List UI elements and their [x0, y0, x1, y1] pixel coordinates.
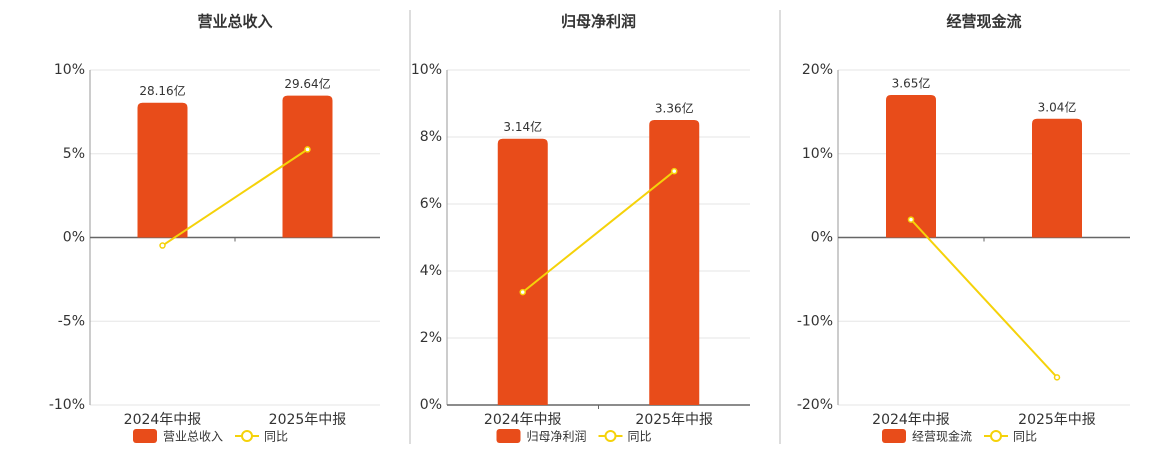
- y-tick-label: 4%: [420, 263, 442, 279]
- chart-title: 营业总收入: [197, 13, 272, 31]
- legend-label: 归母净利润: [527, 430, 587, 444]
- legend-label: 同比: [264, 430, 288, 444]
- y-tick-label: 10%: [411, 62, 442, 78]
- legend-label: 同比: [1013, 430, 1037, 444]
- line-point: [304, 146, 311, 153]
- x-tick-label: 2025年中报: [269, 412, 347, 428]
- bar: [1032, 118, 1082, 238]
- x-tick-label: 2025年中报: [635, 412, 713, 428]
- y-tick-label: 8%: [420, 129, 442, 145]
- legend-swatch: [133, 429, 157, 443]
- chart-title: 经营现金流: [946, 13, 1021, 31]
- y-tick-label: 10%: [54, 62, 85, 78]
- y-tick-label: -20%: [797, 397, 833, 413]
- bar: [497, 138, 548, 405]
- legend-swatch: [990, 430, 1002, 442]
- y-tick-label: -10%: [797, 313, 833, 329]
- y-tick-label: -10%: [49, 397, 85, 413]
- bar: [137, 102, 188, 238]
- line-point: [1053, 374, 1061, 381]
- line: [161, 148, 309, 247]
- bar: [649, 120, 700, 406]
- chart-title: 归母净利润: [561, 13, 636, 31]
- y-tick-label: 0%: [63, 230, 85, 246]
- x-tick-label: 2024年中报: [124, 412, 202, 428]
- legend-swatch: [882, 429, 906, 443]
- x-tick-label: 2024年中报: [484, 412, 562, 428]
- legend-label: 经营现金流: [912, 429, 972, 444]
- legend-swatch: [604, 430, 617, 442]
- value-label: 3.14亿: [503, 119, 542, 134]
- value-label: 3.36亿: [655, 101, 694, 116]
- line-point: [671, 167, 678, 175]
- y-tick-label: 6%: [420, 196, 442, 212]
- y-tick-label: 0%: [420, 397, 442, 413]
- legend-swatch: [496, 429, 521, 443]
- x-tick-label: 2024年中报: [872, 412, 950, 428]
- y-tick-label: 0%: [811, 230, 833, 246]
- value-label: 3.04亿: [1038, 99, 1077, 114]
- value-label: 28.16亿: [139, 83, 185, 98]
- line-point: [907, 216, 915, 223]
- line-point: [159, 242, 166, 249]
- x-tick-label: 2025年中报: [1018, 412, 1096, 428]
- bar: [886, 94, 936, 238]
- y-tick-label: 20%: [802, 62, 833, 78]
- value-label: 3.65亿: [892, 75, 931, 90]
- legend-swatch: [241, 430, 253, 442]
- line: [522, 170, 675, 293]
- bar: [282, 95, 333, 238]
- line-point: [519, 288, 526, 296]
- legend-label: 同比: [628, 430, 652, 444]
- y-tick-label: 5%: [63, 146, 85, 162]
- value-label: 29.64亿: [284, 76, 330, 91]
- y-tick-label: -5%: [58, 313, 85, 329]
- legend-label: 营业总收入: [163, 430, 223, 444]
- line: [910, 218, 1058, 379]
- y-tick-label: 2%: [420, 330, 442, 346]
- y-tick-label: 10%: [802, 146, 833, 162]
